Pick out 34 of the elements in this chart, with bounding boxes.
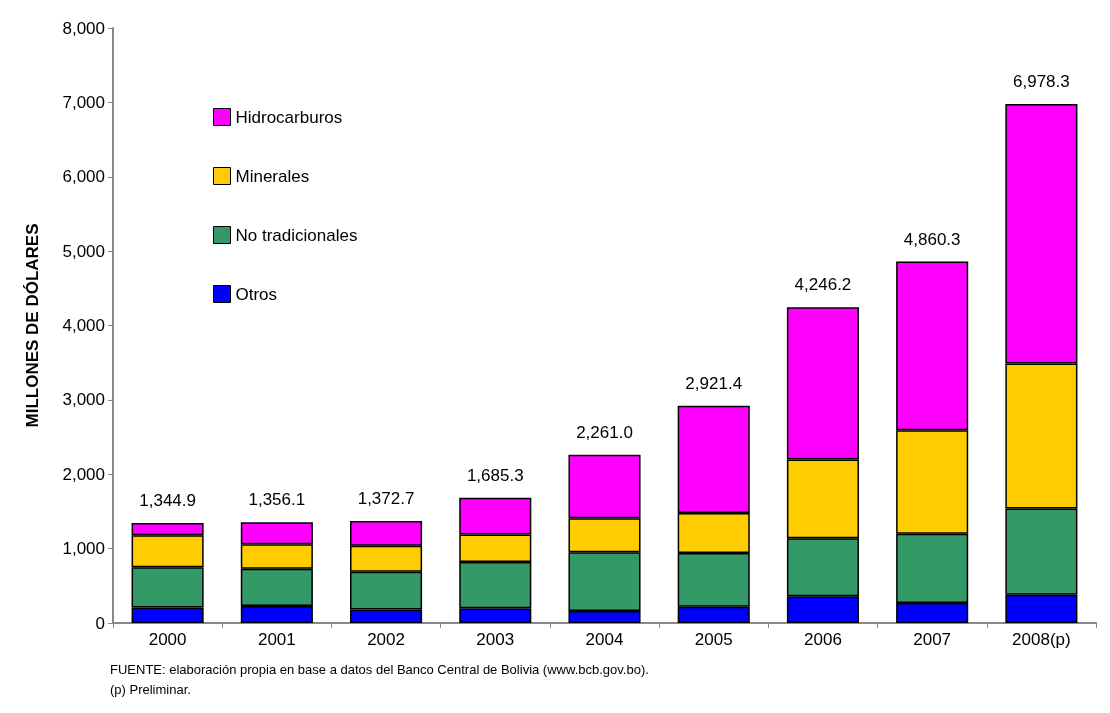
x-tick-label: 2007	[913, 630, 952, 649]
text: (p) Preliminar.	[110, 682, 191, 697]
x-tick-label: 2002	[367, 630, 405, 649]
total-label: 4,246.2	[794, 275, 852, 295]
x-tick-label: 2001	[257, 630, 296, 649]
y-tick-label: 4,000	[62, 316, 105, 335]
total-label: 4,860.3	[903, 229, 961, 249]
y-tick-label: 2,000	[62, 464, 105, 484]
x-tick-label: 2000	[148, 630, 187, 649]
total-label: 1,356.1	[248, 490, 306, 510]
y-tick-label: 8,000	[62, 18, 105, 38]
legend-label: No tradicionales	[235, 225, 358, 245]
total-label: 1,685.3	[466, 465, 524, 485]
x-tick-label: 2004	[585, 630, 624, 649]
y-tick-label: 0	[95, 613, 105, 633]
x-tick-label: 2003	[476, 630, 515, 649]
total-label: 2,921.4	[685, 373, 743, 393]
total-label: 6,978.3	[1013, 71, 1070, 91]
x-tick-label: 2006	[804, 630, 842, 649]
total-label: 1,344.9	[139, 490, 196, 510]
x-tick-label: 2008(p)	[1012, 630, 1071, 649]
source-note: FUENTE: elaboración propia en base a datos del Banco Central de Bolivia (www.bcb.gov.bo).	[110, 662, 649, 677]
y-axis-title: MILLONES DE DÓLARES	[23, 223, 42, 428]
y-tick-label: 7,000	[62, 92, 105, 112]
y-tick-label: 3,000	[62, 390, 105, 410]
y-tick-label: 1,000	[62, 539, 105, 559]
total-label: 2,261.0	[576, 422, 633, 442]
total-label: 1,372.7	[357, 488, 415, 508]
legend-label: Hidrocarburos	[235, 107, 343, 127]
legend-label: Otros	[235, 284, 278, 304]
legend-label: Minerales	[235, 166, 310, 186]
y-tick-label: 5,000	[62, 241, 105, 261]
x-tick-label: 2005	[694, 630, 733, 649]
y-tick-label: 6,000	[62, 167, 105, 187]
